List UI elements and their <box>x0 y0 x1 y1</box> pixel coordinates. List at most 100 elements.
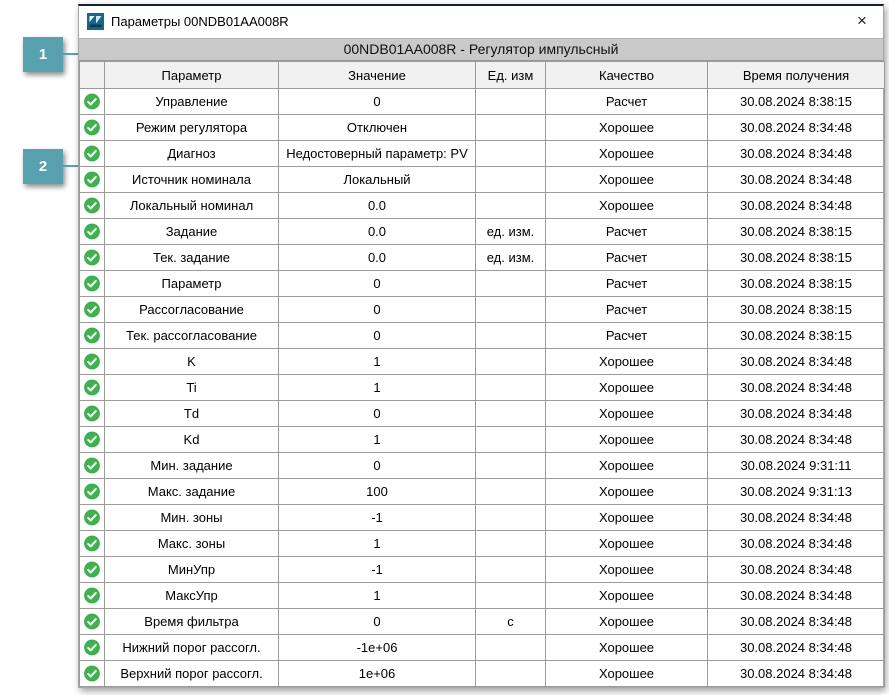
unit-cell <box>475 478 546 505</box>
time-cell: 30.08.2024 8:34:48 <box>707 608 885 635</box>
table-row[interactable]: Макс. зоны 1 Хорошее 30.08.2024 8:34:48 <box>79 530 885 557</box>
value-cell: 0 <box>278 400 476 427</box>
status-cell <box>79 192 105 219</box>
param-cell: МинУпр <box>104 556 279 583</box>
table-row[interactable]: Режим регулятора Отключен Хорошее 30.08.202… <box>79 114 885 141</box>
quality-cell: Хорошее <box>545 608 708 635</box>
quality-cell: Хорошее <box>545 478 708 505</box>
callout-badge-2: 2 <box>23 149 63 184</box>
status-ok-icon <box>84 560 100 579</box>
table-row[interactable]: Тек. задание 0.0 ед. изм. Расчет 30.08.2024 … <box>79 244 885 271</box>
col-header-value: Значение <box>278 61 476 89</box>
value-cell: 1 <box>278 348 476 375</box>
col-header-quality: Качество <box>545 61 708 89</box>
table-row[interactable]: Kd 1 Хорошее 30.08.2024 8:34:48 <box>79 426 885 453</box>
quality-cell: Расчет <box>545 244 708 271</box>
time-cell: 30.08.2024 8:34:48 <box>707 400 885 427</box>
quality-cell: Хорошее <box>545 660 708 687</box>
table-row[interactable]: Мин. зоны -1 Хорошее 30.08.2024 8:34:48 <box>79 504 885 531</box>
table-row[interactable]: Диагноз Недостоверный параметр: PV Хорошее… <box>79 140 885 167</box>
window-title: Параметры 00NDB01AA008R <box>111 13 289 29</box>
table-row[interactable]: Управление 0 Расчет 30.08.2024 8:38:15 <box>79 88 885 115</box>
time-cell: 30.08.2024 8:38:15 <box>707 218 885 245</box>
unit-cell: ед. изм. <box>475 218 546 245</box>
status-cell <box>79 478 105 505</box>
quality-cell: Расчет <box>545 88 708 115</box>
param-cell: Тек. рассогласование <box>104 322 279 349</box>
param-cell: Локальный номинал <box>104 192 279 219</box>
table-row[interactable]: МаксУпр 1 Хорошее 30.08.2024 8:34:48 <box>79 582 885 609</box>
title-bar[interactable]: Параметры 00NDB01AA008R × <box>79 6 883 36</box>
value-cell: 0 <box>278 322 476 349</box>
quality-cell: Хорошее <box>545 452 708 479</box>
status-cell <box>79 608 105 635</box>
table-row[interactable]: Тек. рассогласование 0 Расчет 30.08.2024 8:… <box>79 322 885 349</box>
value-cell: 0 <box>278 88 476 115</box>
quality-cell: Расчет <box>545 218 708 245</box>
table-row[interactable]: K 1 Хорошее 30.08.2024 8:34:48 <box>79 348 885 375</box>
quality-cell: Расчет <box>545 322 708 349</box>
table-row[interactable]: Мин. задание 0 Хорошее 30.08.2024 9:31:11 <box>79 452 885 479</box>
table-row[interactable]: Задание 0.0 ед. изм. Расчет 30.08.2024 8:38:… <box>79 218 885 245</box>
table-row[interactable]: Нижний порог рассогл. -1e+06 Хорошее 30.08.… <box>79 634 885 661</box>
table-row[interactable]: Локальный номинал 0.0 Хорошее 30.08.2024 8:… <box>79 192 885 219</box>
value-cell: -1 <box>278 556 476 583</box>
time-cell: 30.08.2024 8:34:48 <box>707 114 885 141</box>
param-cell: K <box>104 348 279 375</box>
status-ok-icon <box>84 378 100 397</box>
status-cell <box>79 530 105 557</box>
status-ok-icon <box>84 274 100 293</box>
status-ok-icon <box>84 456 100 475</box>
time-cell: 30.08.2024 9:31:13 <box>707 478 885 505</box>
value-cell: 0.0 <box>278 218 476 245</box>
value-cell: 0.0 <box>278 192 476 219</box>
param-cell: Мин. задание <box>104 452 279 479</box>
param-cell: Управление <box>104 88 279 115</box>
time-cell: 30.08.2024 9:31:11 <box>707 452 885 479</box>
status-ok-icon <box>84 248 100 267</box>
time-cell: 30.08.2024 8:34:48 <box>707 374 885 401</box>
param-cell: Ti <box>104 374 279 401</box>
status-cell <box>79 244 105 271</box>
value-cell: -1e+06 <box>278 634 476 661</box>
callout-line-1 <box>63 53 79 55</box>
time-cell: 30.08.2024 8:34:48 <box>707 504 885 531</box>
value-cell: 1 <box>278 582 476 609</box>
table-row[interactable]: Параметр 0 Расчет 30.08.2024 8:38:15 <box>79 270 885 297</box>
table-row[interactable]: Td 0 Хорошее 30.08.2024 8:34:48 <box>79 400 885 427</box>
unit-cell <box>475 192 546 219</box>
value-cell: 0 <box>278 296 476 323</box>
value-cell: -1 <box>278 504 476 531</box>
status-cell <box>79 374 105 401</box>
value-cell: 1 <box>278 530 476 557</box>
status-ok-icon <box>84 222 100 241</box>
table-row[interactable]: Источник номинала Локальный Хорошее 30.08.2… <box>79 166 885 193</box>
status-ok-icon <box>84 612 100 631</box>
status-cell <box>79 660 105 687</box>
time-cell: 30.08.2024 8:34:48 <box>707 634 885 661</box>
status-cell <box>79 114 105 141</box>
status-cell <box>79 270 105 297</box>
quality-cell: Хорошее <box>545 504 708 531</box>
value-cell: 0.0 <box>278 244 476 271</box>
param-cell: Верхний порог рассогл. <box>104 660 279 687</box>
param-cell: Диагноз <box>104 140 279 167</box>
table-header-row: Параметр Значение Ед. изм Качество Время… <box>79 61 885 89</box>
table-row[interactable]: Верхний порог рассогл. 1e+06 Хорошее 30.08.… <box>79 660 885 687</box>
time-cell: 30.08.2024 8:34:48 <box>707 140 885 167</box>
parameters-table: Параметр Значение Ед. изм Качество Время… <box>79 61 885 687</box>
table-row[interactable]: Рассогласование 0 Расчет 30.08.2024 8:38:15 <box>79 296 885 323</box>
table-row[interactable]: Время фильтра 0 с Хорошее 30.08.2024 8:34:48 <box>79 608 885 635</box>
col-header-time: Время получения <box>707 61 885 89</box>
table-row[interactable]: Ti 1 Хорошее 30.08.2024 8:34:48 <box>79 374 885 401</box>
status-ok-icon <box>84 430 100 449</box>
table-row[interactable]: МинУпр -1 Хорошее 30.08.2024 8:34:48 <box>79 556 885 583</box>
close-icon[interactable]: × <box>857 11 867 30</box>
unit-cell <box>475 88 546 115</box>
table-row[interactable]: Макс. задание 100 Хорошее 30.08.2024 9:31:1… <box>79 478 885 505</box>
callout-line-2 <box>63 165 79 167</box>
time-cell: 30.08.2024 8:34:48 <box>707 530 885 557</box>
param-cell: Источник номинала <box>104 166 279 193</box>
unit-cell <box>475 114 546 141</box>
status-cell <box>79 322 105 349</box>
